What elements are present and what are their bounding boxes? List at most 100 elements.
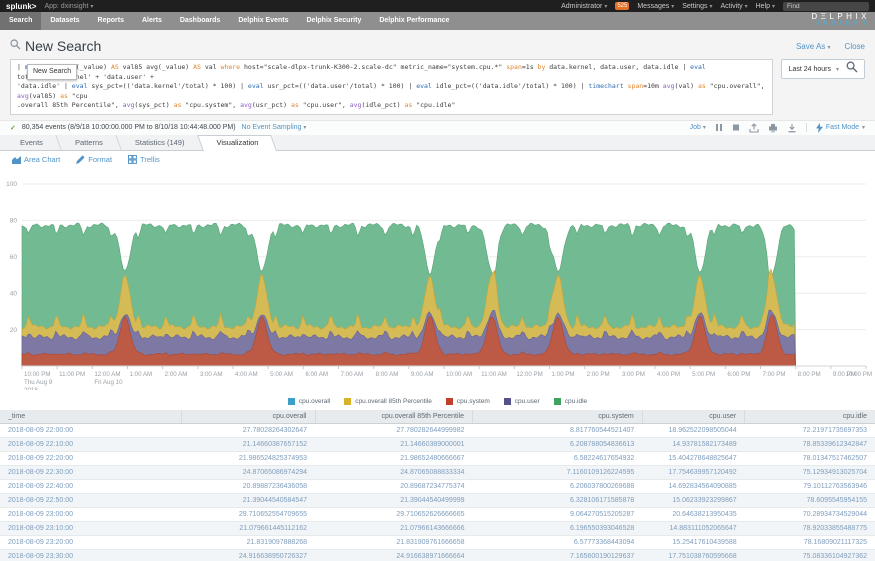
table-cell[interactable]: 78.85339612342847 — [745, 437, 875, 451]
settings-menu[interactable]: Settings ▾ — [682, 3, 712, 10]
nav-item-delphix-events[interactable]: Delphix Events — [229, 12, 297, 30]
table-cell[interactable]: 2018-08-09 22:50:00 — [0, 493, 181, 507]
table-cell[interactable]: 9.064270515205287 — [473, 507, 643, 521]
close-button[interactable]: Close — [845, 42, 865, 51]
table-cell[interactable]: 2018-08-09 22:40:00 — [0, 479, 181, 493]
table-cell[interactable]: 6.58224617654932 — [473, 451, 643, 465]
table-cell[interactable]: 14.93781582173489 — [642, 437, 744, 451]
table-cell[interactable]: 20.89687234775374 — [315, 479, 473, 493]
legend-item-cpu-overall[interactable]: cpu.overall — [288, 398, 330, 405]
column-header--time[interactable]: _time — [0, 410, 181, 424]
table-cell[interactable]: 15.06233923299867 — [642, 493, 744, 507]
job-menu[interactable]: Job ▾ — [690, 124, 706, 131]
column-header-cpu-system[interactable]: cpu.system — [473, 410, 643, 424]
table-cell[interactable]: 2018-08-09 22:10:00 — [0, 437, 181, 451]
nav-item-alerts[interactable]: Alerts — [133, 12, 171, 30]
nav-item-dashboards[interactable]: Dashboards — [171, 12, 229, 30]
nav-item-reports[interactable]: Reports — [89, 12, 133, 30]
table-cell[interactable]: 15.404278648825647 — [642, 451, 744, 465]
table-cell[interactable]: 75.12934913025704 — [745, 465, 875, 479]
table-cell[interactable]: 27.78028264302647 — [181, 423, 315, 437]
nav-item-search[interactable]: Search — [0, 12, 41, 30]
table-cell[interactable]: 17.754639957120492 — [642, 465, 744, 479]
nav-item-delphix-security[interactable]: Delphix Security — [298, 12, 371, 30]
table-cell[interactable]: 21.39044540499999 — [315, 493, 473, 507]
table-cell[interactable]: 7.1160109126224595 — [473, 465, 643, 479]
table-cell[interactable]: 24.87065088833334 — [315, 465, 473, 479]
table-cell[interactable]: 6.196550393046528 — [473, 521, 643, 535]
time-range-picker[interactable]: Last 24 hours▾ — [781, 59, 847, 79]
table-cell[interactable]: 14.883111052065647 — [642, 521, 744, 535]
legend-item-cpu-user[interactable]: cpu.user — [504, 398, 540, 405]
table-cell[interactable]: 21.39044540584547 — [181, 493, 315, 507]
user-menu[interactable]: Administrator ▾ — [561, 3, 607, 10]
table-row[interactable]: 2018-08-09 22:10:0021.1466038765715221.1… — [0, 437, 875, 451]
table-cell[interactable]: 14.692834564090885 — [642, 479, 744, 493]
table-row[interactable]: 2018-08-09 22:40:0020.8988723643605820.8… — [0, 479, 875, 493]
share-icon[interactable] — [749, 123, 759, 133]
search-query-input[interactable]: | mstats perc85(_value) AS val85 avg(_va… — [10, 59, 773, 115]
chart-type-picker[interactable]: Area Chart — [12, 155, 60, 164]
table-cell[interactable]: 24.916638950726327 — [181, 549, 315, 561]
nav-item-datasets[interactable]: Datasets — [41, 12, 88, 30]
table-cell[interactable]: 21.079661445112162 — [181, 521, 315, 535]
table-cell[interactable]: 18.962522098505044 — [642, 423, 744, 437]
table-cell[interactable]: 17.751038760595668 — [642, 549, 744, 561]
table-cell[interactable]: 72.21971735697353 — [745, 423, 875, 437]
table-cell[interactable]: 2018-08-09 23:20:00 — [0, 535, 181, 549]
table-cell[interactable]: 2018-08-09 23:10:00 — [0, 521, 181, 535]
table-cell[interactable]: 21.8319097888268 — [181, 535, 315, 549]
tab-statistics-149-[interactable]: Statistics (149) — [119, 135, 201, 150]
table-cell[interactable]: 21.14660389000001 — [315, 437, 473, 451]
table-cell[interactable]: 20.89887236436058 — [181, 479, 315, 493]
messages-menu[interactable]: Messages ▾ — [637, 3, 674, 10]
table-row[interactable]: 2018-08-09 23:10:0021.07966144511216221.… — [0, 521, 875, 535]
column-header-cpu-overall[interactable]: cpu.overall — [181, 410, 315, 424]
table-cell[interactable]: 8.817760544521407 — [473, 423, 643, 437]
table-cell[interactable]: 78.6095545954155 — [745, 493, 875, 507]
table-cell[interactable]: 6.208788054836613 — [473, 437, 643, 451]
table-cell[interactable]: 2018-08-09 22:30:00 — [0, 465, 181, 479]
table-row[interactable]: 2018-08-09 23:30:0024.91663895072632724.… — [0, 549, 875, 561]
table-cell[interactable]: 20.64638213950435 — [642, 507, 744, 521]
table-cell[interactable]: 6.57773368443094 — [473, 535, 643, 549]
legend-item-cpu-system[interactable]: cpu.system — [446, 398, 490, 405]
table-cell[interactable]: 24.916638971666664 — [315, 549, 473, 561]
table-row[interactable]: 2018-08-09 22:20:0021.98652482537495321.… — [0, 451, 875, 465]
table-cell[interactable]: 29.710652554709655 — [181, 507, 315, 521]
print-icon[interactable] — [768, 123, 778, 133]
table-cell[interactable]: 24.87065086974294 — [181, 465, 315, 479]
event-sampling-menu[interactable]: No Event Sampling ▾ — [242, 124, 307, 131]
table-cell[interactable]: 6.206037800269688 — [473, 479, 643, 493]
table-cell[interactable]: 29.710652626666665 — [315, 507, 473, 521]
table-cell[interactable]: 78.92033855488775 — [745, 521, 875, 535]
tab-patterns[interactable]: Patterns — [59, 135, 119, 150]
splunk-logo[interactable]: splunk> — [6, 2, 36, 11]
export-icon[interactable] — [787, 123, 797, 133]
table-cell[interactable]: 2018-08-09 23:00:00 — [0, 507, 181, 521]
help-menu[interactable]: Help ▾ — [756, 3, 775, 10]
table-cell[interactable]: 78.16809021117325 — [745, 535, 875, 549]
table-cell[interactable]: 21.14660387657152 — [181, 437, 315, 451]
find-input[interactable] — [783, 2, 869, 11]
tab-visualization[interactable]: Visualization — [200, 135, 274, 150]
column-header-cpu-user[interactable]: cpu.user — [642, 410, 744, 424]
chart-canvas[interactable]: 2040608010010:00 PMThu Aug 9201811:00 PM… — [0, 168, 875, 390]
stop-icon[interactable] — [732, 123, 740, 132]
table-cell[interactable]: 7.165600190129637 — [473, 549, 643, 561]
tab-events[interactable]: Events — [4, 135, 59, 150]
table-cell[interactable]: 70.28934734529044 — [745, 507, 875, 521]
column-header-cpu-idle[interactable]: cpu.idle — [745, 410, 875, 424]
table-row[interactable]: 2018-08-09 22:30:0024.8706508697429424.8… — [0, 465, 875, 479]
activity-menu[interactable]: Activity ▾ — [720, 3, 747, 10]
table-row[interactable]: 2018-08-09 23:00:0029.71065255470965529.… — [0, 507, 875, 521]
table-cell[interactable]: 27.780282644999982 — [315, 423, 473, 437]
table-cell[interactable]: 21.07966143666666 — [315, 521, 473, 535]
table-cell[interactable]: 78.01347517462507 — [745, 451, 875, 465]
nav-item-delphix-performance[interactable]: Delphix Performance — [370, 12, 458, 30]
save-as-button[interactable]: Save As ▾ — [796, 42, 831, 51]
table-cell[interactable]: 79.10112763563946 — [745, 479, 875, 493]
table-row[interactable]: 2018-08-09 22:50:0021.3904454058454721.3… — [0, 493, 875, 507]
table-row[interactable]: 2018-08-09 23:20:0021.831909788826821.83… — [0, 535, 875, 549]
table-cell[interactable]: 2018-08-09 23:30:00 — [0, 549, 181, 561]
